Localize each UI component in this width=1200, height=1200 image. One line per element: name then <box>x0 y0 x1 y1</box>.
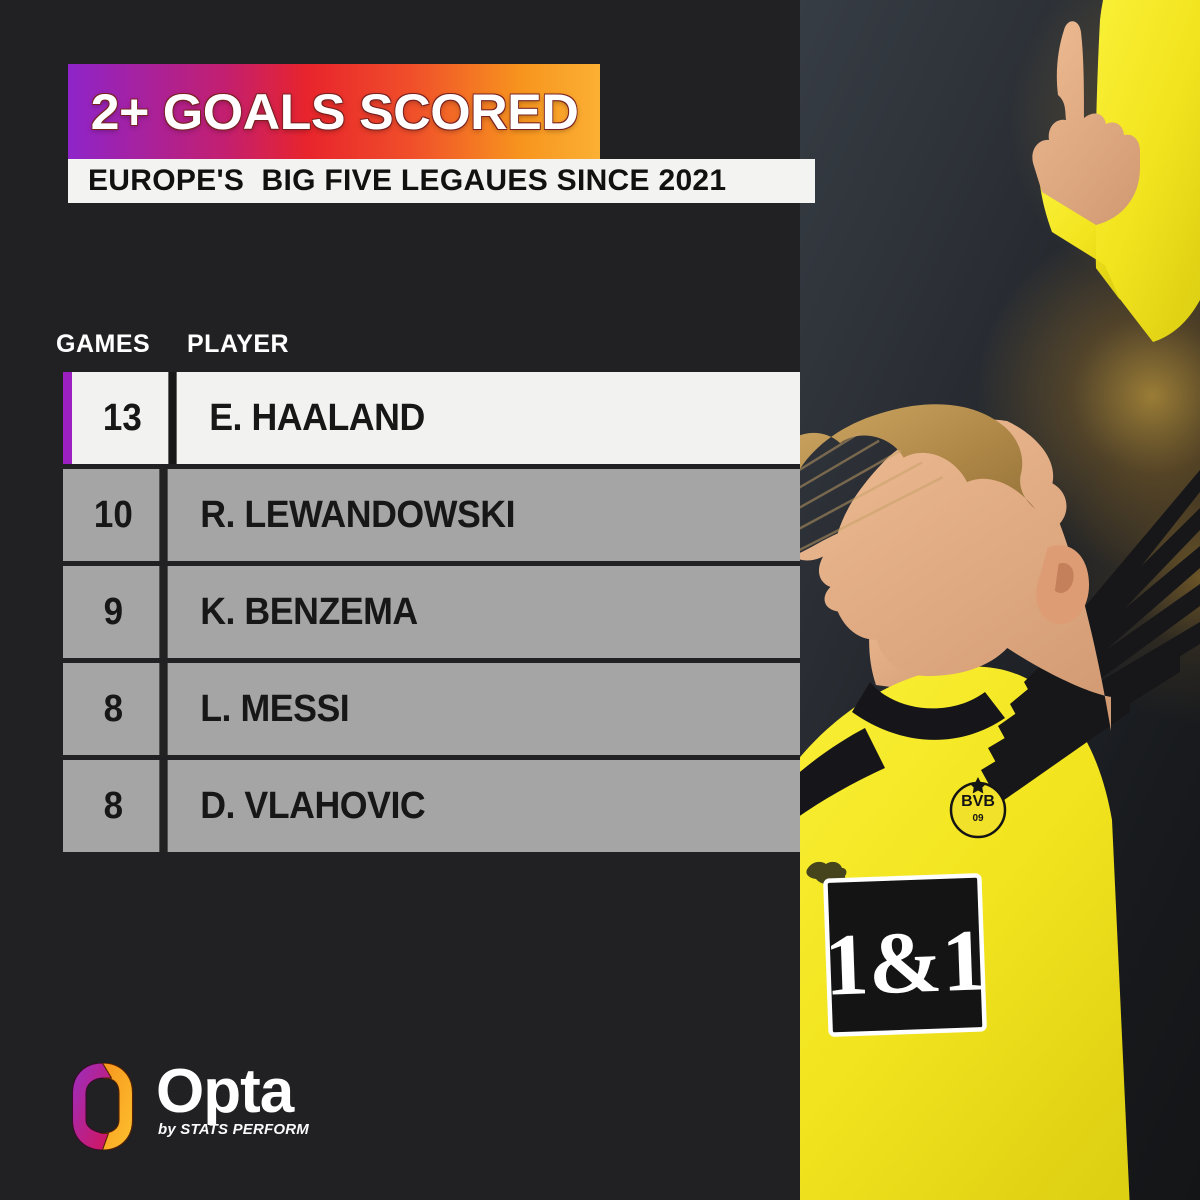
svg-text:09: 09 <box>972 813 984 824</box>
svg-text:1&1: 1&1 <box>823 912 988 1015</box>
svg-text:BVB: BVB <box>961 793 995 810</box>
